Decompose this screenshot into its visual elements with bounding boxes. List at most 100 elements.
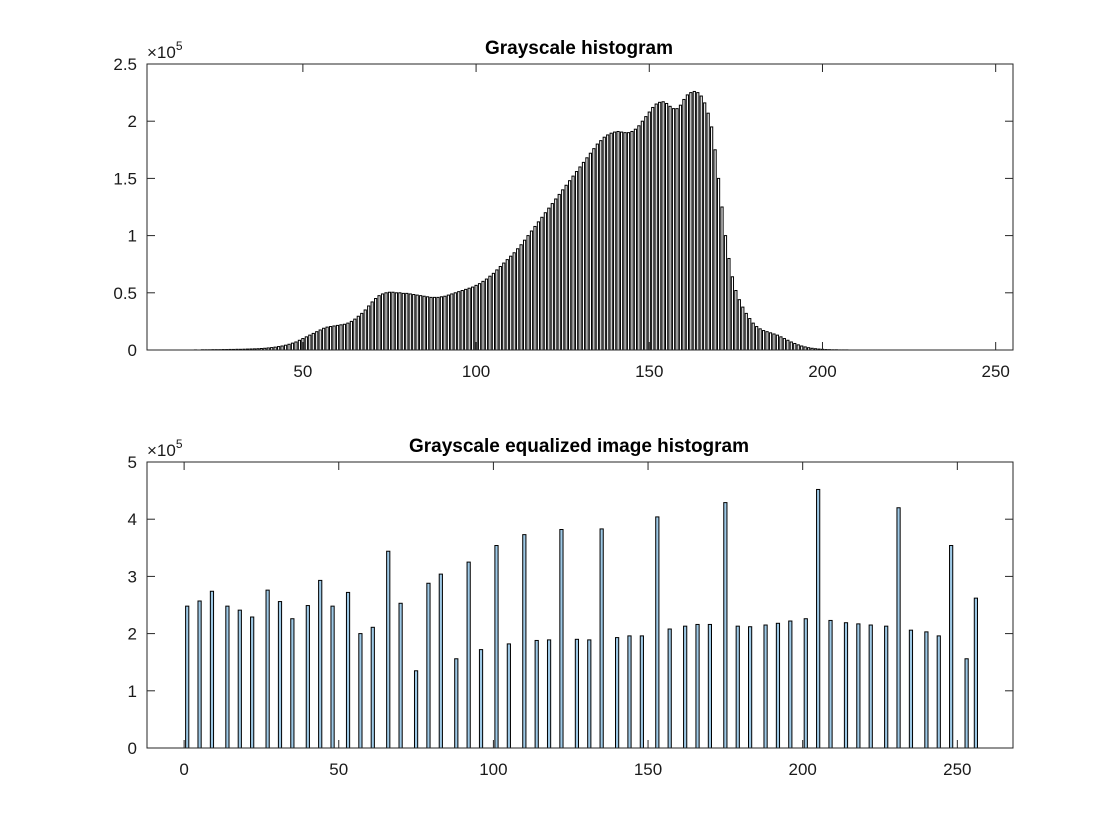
bar bbox=[856, 623, 861, 749]
bar bbox=[924, 631, 929, 749]
bar bbox=[613, 131, 617, 351]
bar bbox=[250, 616, 255, 749]
bar bbox=[367, 305, 371, 351]
bar bbox=[349, 320, 353, 351]
bar bbox=[426, 582, 431, 749]
bar bbox=[744, 312, 748, 351]
y-tick-label: 4 bbox=[128, 510, 137, 529]
bar bbox=[225, 605, 230, 749]
bar bbox=[466, 561, 471, 749]
bar bbox=[568, 180, 572, 351]
bottom-plot-bars bbox=[185, 488, 978, 749]
bottom-plot: Grayscale equalized image histogram 0 1 2 3… bbox=[128, 436, 1014, 779]
bar bbox=[360, 312, 364, 351]
bar bbox=[429, 296, 433, 351]
bar bbox=[751, 322, 755, 351]
x-tick-label: 250 bbox=[981, 362, 1009, 381]
bar bbox=[356, 315, 360, 351]
bar bbox=[654, 103, 658, 351]
bar bbox=[502, 262, 506, 351]
x-tick-label: 150 bbox=[635, 362, 663, 381]
bar bbox=[330, 605, 335, 749]
bar bbox=[353, 318, 357, 351]
bar bbox=[554, 198, 558, 351]
bar bbox=[370, 626, 375, 749]
bar bbox=[592, 148, 596, 351]
bar bbox=[727, 257, 731, 351]
bar bbox=[615, 637, 620, 749]
bar bbox=[748, 626, 753, 749]
bar bbox=[665, 102, 669, 351]
bar bbox=[884, 625, 889, 749]
bar bbox=[623, 132, 627, 351]
bar bbox=[661, 101, 665, 351]
bar bbox=[547, 207, 551, 351]
bar bbox=[412, 294, 416, 351]
bar bbox=[495, 269, 499, 351]
bar bbox=[325, 326, 329, 351]
bar bbox=[559, 529, 564, 749]
bar bbox=[763, 624, 768, 749]
bar bbox=[710, 126, 714, 351]
bar bbox=[755, 326, 759, 351]
bar bbox=[439, 296, 444, 351]
bar bbox=[788, 620, 793, 749]
x-tick-label: 0 bbox=[179, 760, 188, 779]
bar bbox=[703, 102, 707, 351]
bar bbox=[484, 278, 489, 351]
bar bbox=[438, 573, 443, 749]
bar bbox=[786, 339, 790, 351]
bar bbox=[280, 345, 284, 351]
bar bbox=[391, 291, 395, 351]
bar bbox=[730, 276, 735, 351]
bar bbox=[723, 502, 728, 749]
bar bbox=[949, 545, 954, 749]
bar bbox=[828, 619, 833, 749]
bar bbox=[651, 106, 655, 351]
bar bbox=[277, 601, 283, 749]
bar bbox=[358, 633, 363, 749]
bar bbox=[471, 286, 475, 351]
bottom-plot-y-ticks: 0 1 2 3 4 5 bbox=[128, 453, 1013, 758]
bar bbox=[720, 206, 724, 351]
bar bbox=[692, 90, 696, 351]
x-tick-label: 100 bbox=[462, 362, 490, 381]
y-tick-label: 3 bbox=[128, 567, 137, 586]
bar bbox=[609, 132, 613, 351]
bar bbox=[370, 301, 374, 351]
bar bbox=[533, 225, 537, 351]
bar bbox=[671, 108, 676, 351]
bar bbox=[627, 635, 632, 749]
bar bbox=[675, 108, 679, 351]
bar bbox=[908, 629, 914, 749]
bar bbox=[678, 104, 683, 351]
bar bbox=[318, 579, 323, 749]
bar bbox=[779, 336, 783, 351]
bar bbox=[478, 649, 484, 749]
bar bbox=[658, 101, 662, 351]
bar bbox=[630, 131, 634, 351]
top-plot-x-ticks: 50 100 150 200 250 bbox=[293, 64, 1010, 381]
bar bbox=[803, 618, 808, 749]
bar bbox=[328, 326, 333, 351]
y-tick-label: 5 bbox=[128, 453, 137, 472]
bar bbox=[522, 239, 527, 351]
bar bbox=[775, 622, 781, 749]
bar bbox=[290, 342, 295, 351]
bar bbox=[772, 333, 776, 351]
bar bbox=[318, 329, 322, 351]
bar bbox=[599, 140, 603, 351]
bar bbox=[488, 275, 492, 351]
y-tick-label: 0 bbox=[128, 739, 137, 758]
bar bbox=[800, 345, 804, 351]
bar bbox=[494, 545, 499, 749]
bar bbox=[413, 670, 419, 749]
x-tick-label: 250 bbox=[943, 760, 971, 779]
bar bbox=[342, 323, 347, 351]
bar bbox=[616, 131, 620, 351]
bar bbox=[345, 591, 351, 749]
bar bbox=[973, 597, 978, 749]
bar bbox=[322, 327, 326, 351]
bar bbox=[626, 132, 631, 351]
bar bbox=[633, 128, 638, 351]
